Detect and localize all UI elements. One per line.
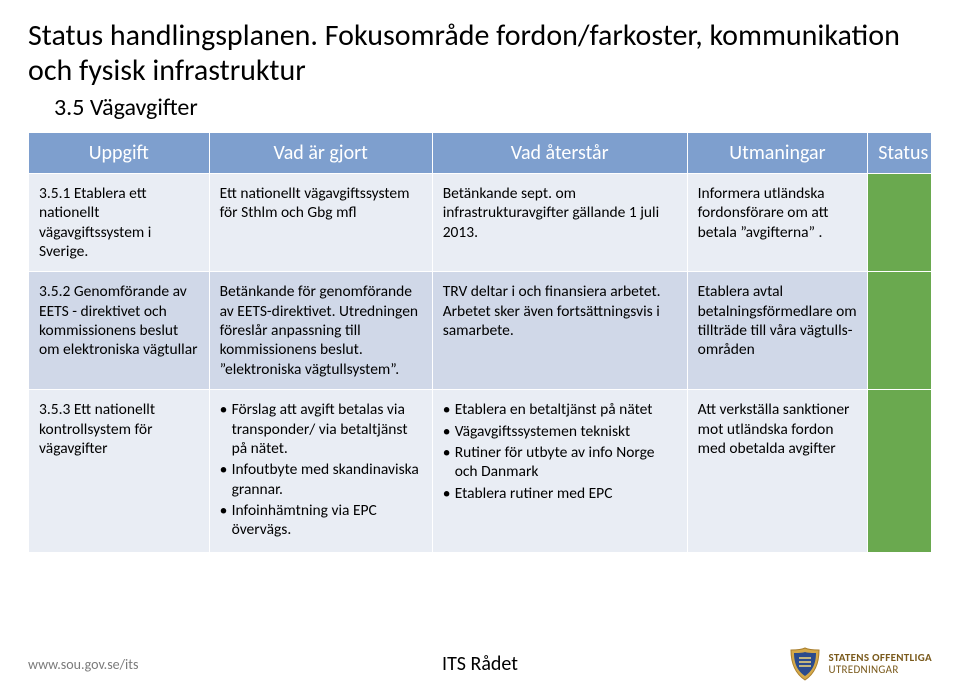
list-item: Infoutbyte med skandinaviska grannar. (220, 460, 422, 499)
col-header-aterstar: Vad återstår (432, 132, 687, 173)
status-table: Uppgift Vad är gjort Vad återstår Utmani… (28, 132, 932, 553)
logo-line2: UTREDNINGAR (829, 664, 932, 676)
cell-gjort: Ett nationellt vägavgiftssystem för Sthl… (209, 173, 432, 272)
col-header-utmaningar: Utmaningar (687, 132, 868, 173)
cell-status (868, 173, 932, 272)
crest-icon (789, 646, 821, 682)
cell-gjort: Betänkande för genomförande av EETS-dire… (209, 272, 432, 390)
footer-url: www.sou.gov.se/its (28, 656, 138, 673)
cell-aterstar: Etablera en betaltjänst på nätet Vägavgi… (432, 390, 687, 553)
list-item: Vägavgiftssystemen tekniskt (443, 422, 677, 441)
footer-center: ITS Rådet (442, 652, 518, 676)
footer: www.sou.gov.se/its ITS Rådet STATENS OFF… (28, 646, 932, 682)
page-subtitle: 3.5 Vägavgifter (54, 93, 932, 122)
cell-status (868, 390, 932, 553)
cell-aterstar: Betänkande sept. om infrastrukturavgifte… (432, 173, 687, 272)
list-item: Etablera rutiner med EPC (443, 484, 677, 503)
list-item: Rutiner för utbyte av info Norge och Dan… (443, 443, 677, 482)
list-item: Förslag att avgift betalas via transpond… (220, 400, 422, 458)
table-row: 3.5.1 Etablera ett nationellt vägavgifts… (29, 173, 932, 272)
list-item: Infoinhämtning via EPC övervägs. (220, 501, 422, 540)
cell-gjort: Förslag att avgift betalas via transpond… (209, 390, 432, 553)
col-header-status: Status (868, 132, 932, 173)
cell-uppgift: 3.5.2 Genomförande av EETS - direktivet … (29, 272, 210, 390)
logo-text: STATENS OFFENTLIGA UTREDNINGAR (829, 652, 932, 676)
cell-utmaningar: Att verkställa sanktioner mot utländska … (687, 390, 868, 553)
table-row: 3.5.3 Ett nationellt kontrollsystem för … (29, 390, 932, 553)
page-title: Status handlingsplanen. Fokusområde ford… (28, 18, 932, 89)
list-item: Etablera en betaltjänst på nätet (443, 400, 677, 419)
footer-logo: STATENS OFFENTLIGA UTREDNINGAR (789, 646, 932, 682)
cell-utmaningar: Etablera avtal betalningsförmedlare om t… (687, 272, 868, 390)
cell-uppgift: 3.5.1 Etablera ett nationellt vägavgifts… (29, 173, 210, 272)
cell-aterstar: TRV deltar i och finansiera arbetet. Arb… (432, 272, 687, 390)
col-header-gjort: Vad är gjort (209, 132, 432, 173)
table-row: 3.5.2 Genomförande av EETS - direktivet … (29, 272, 932, 390)
bullet-list: Förslag att avgift betalas via transpond… (220, 400, 422, 540)
bullet-list: Etablera en betaltjänst på nätet Vägavgi… (443, 400, 677, 503)
cell-uppgift: 3.5.3 Ett nationellt kontrollsystem för … (29, 390, 210, 553)
cell-utmaningar: Informera utländska fordonsförare om att… (687, 173, 868, 272)
cell-status (868, 272, 932, 390)
col-header-uppgift: Uppgift (29, 132, 210, 173)
